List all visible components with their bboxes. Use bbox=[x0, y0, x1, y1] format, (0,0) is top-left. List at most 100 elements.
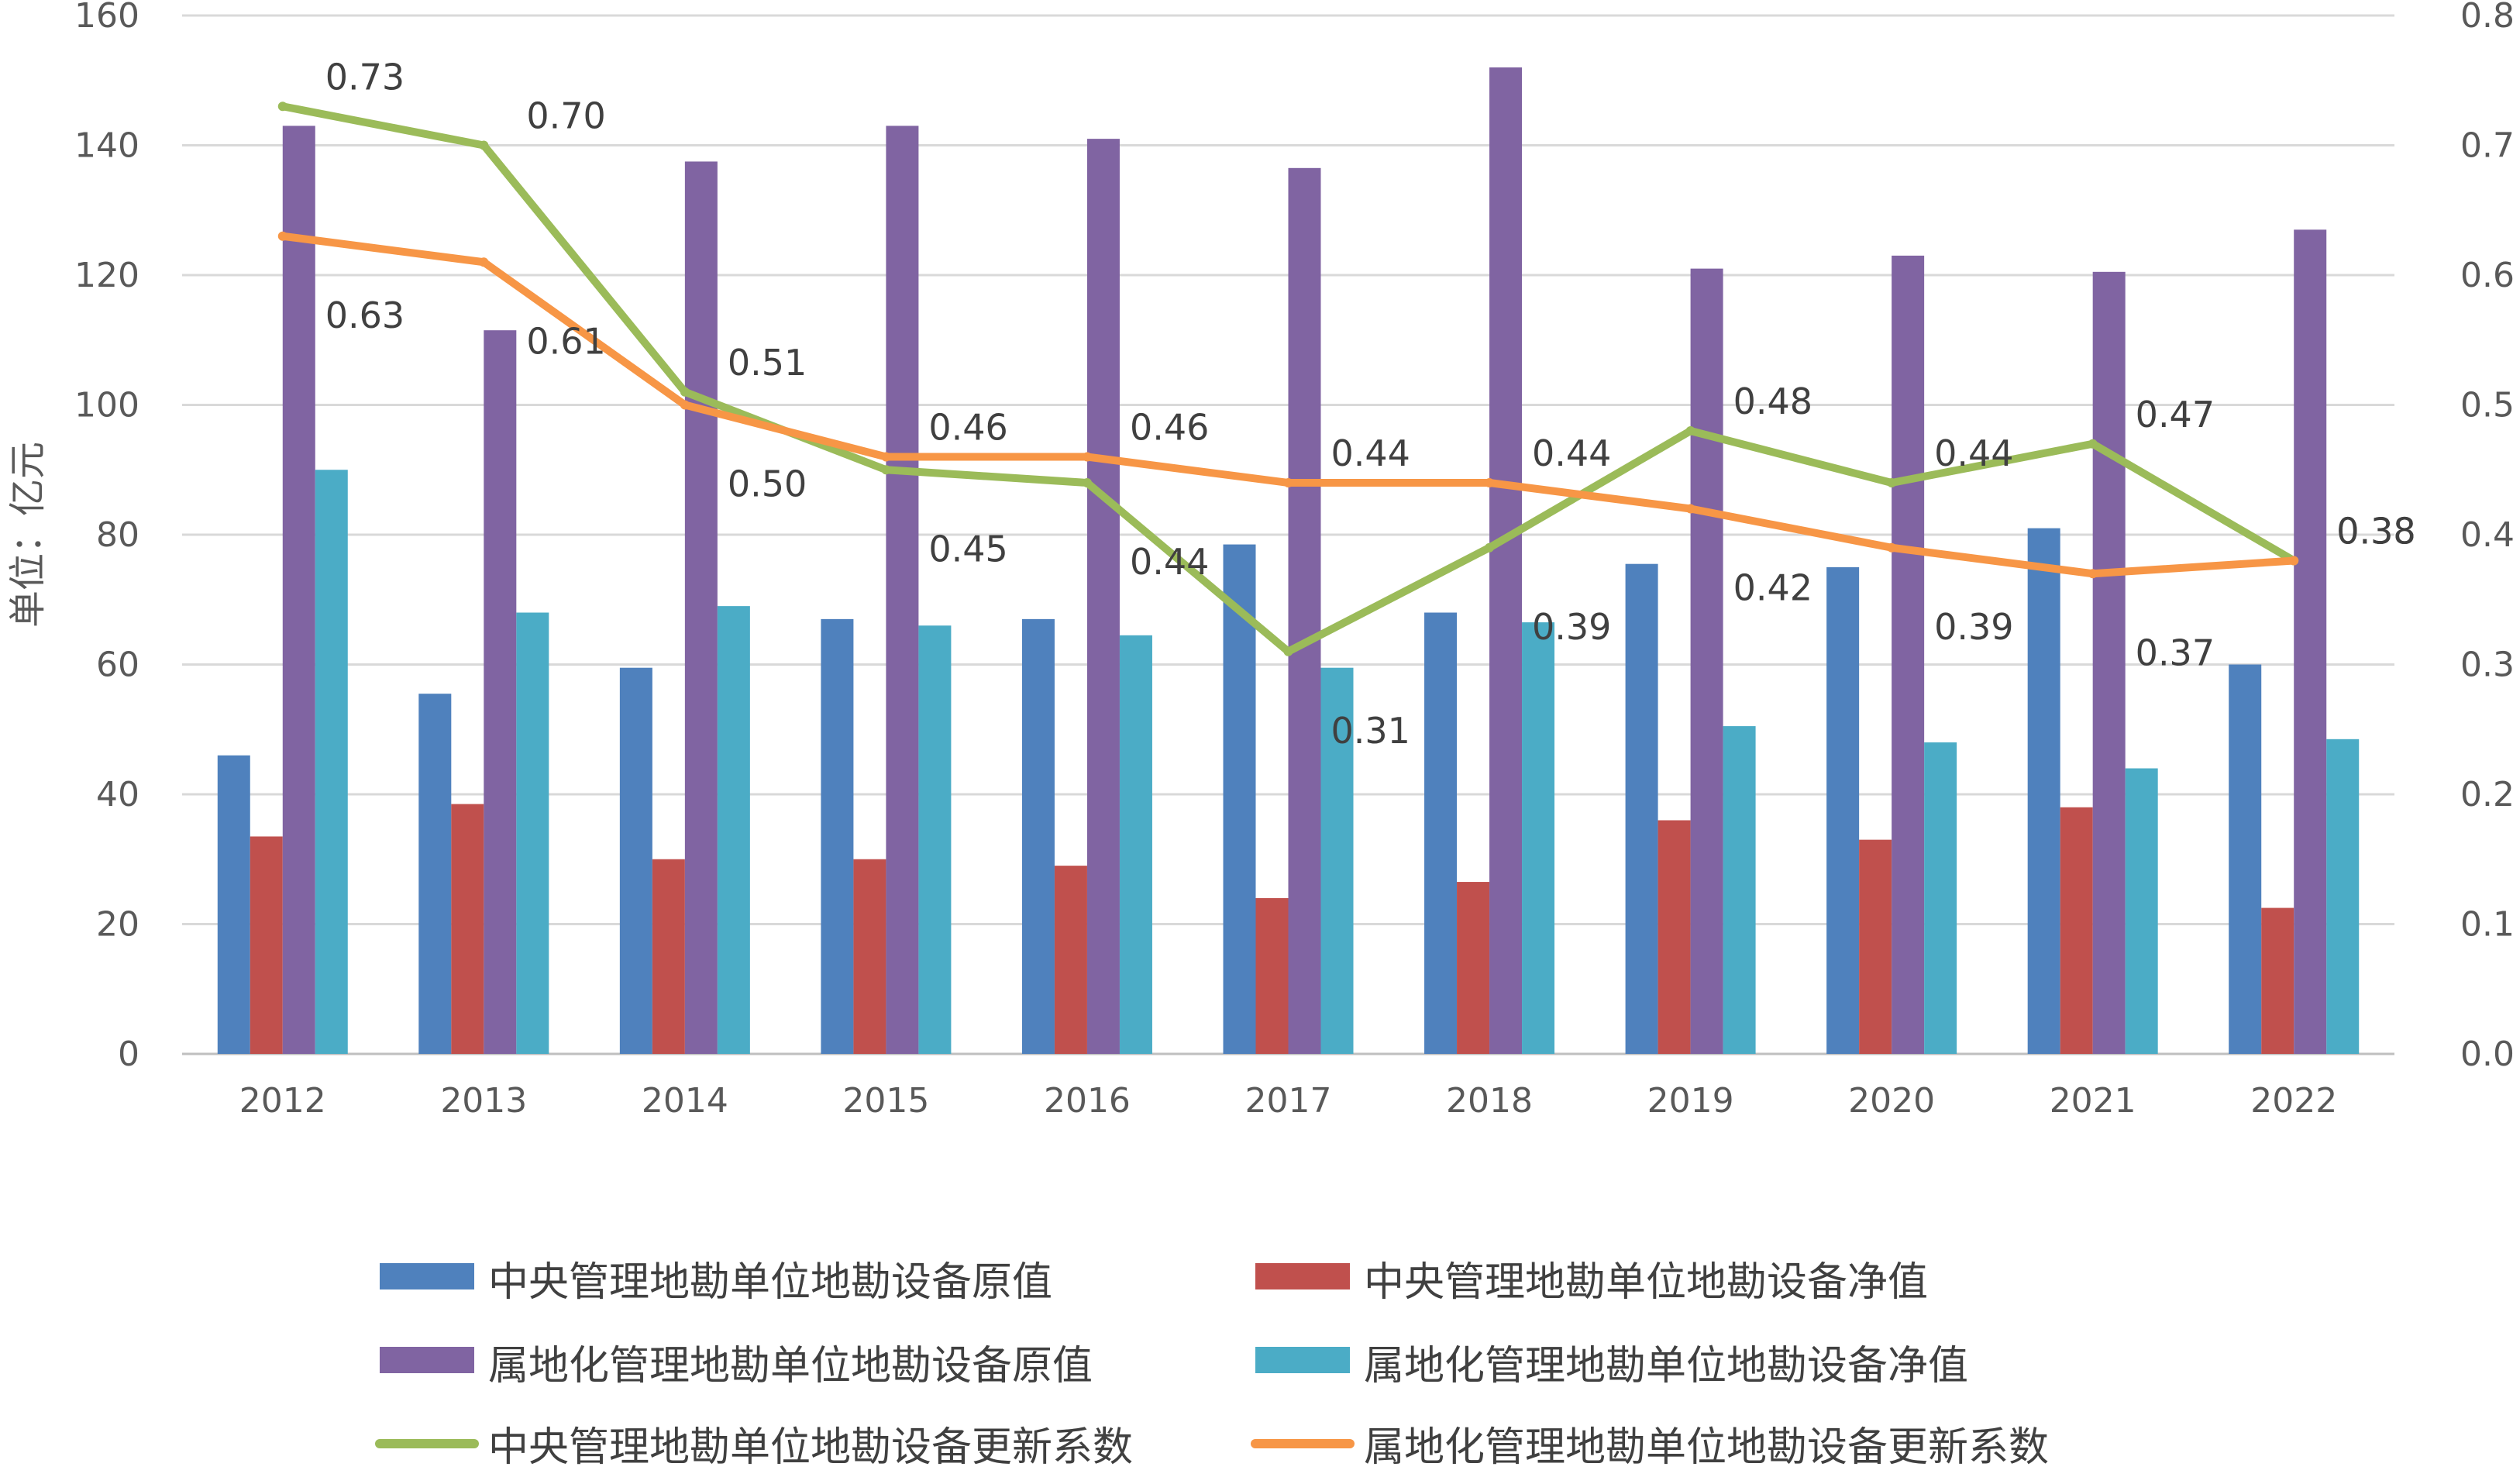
line-point bbox=[1082, 452, 1092, 462]
line-point bbox=[881, 465, 891, 475]
line-point bbox=[1685, 426, 1695, 436]
data-label: 0.46 bbox=[1130, 407, 1209, 449]
bar bbox=[918, 625, 952, 1054]
y-tick-label: 100 bbox=[74, 386, 139, 425]
y2-tick-label: 0.20 bbox=[2460, 775, 2513, 814]
bar bbox=[2229, 664, 2262, 1054]
line-point bbox=[1485, 542, 1495, 553]
bar bbox=[451, 804, 484, 1054]
line-point bbox=[1082, 478, 1092, 487]
x-tick-label: 2018 bbox=[1446, 1081, 1533, 1121]
bar bbox=[853, 859, 886, 1054]
data-label: 0.63 bbox=[325, 294, 404, 336]
line-point bbox=[2088, 439, 2098, 449]
bar bbox=[652, 859, 685, 1054]
legend-swatch bbox=[380, 1347, 474, 1373]
y-tick-label: 140 bbox=[74, 126, 139, 166]
y2-tick-label: 0.30 bbox=[2460, 646, 2513, 685]
bar bbox=[217, 755, 250, 1054]
bar bbox=[1522, 622, 1555, 1054]
data-labels: 0.73 0.70 0.51 0.45 0.44 0.31 0.39 0.48 0.44 0.47… bbox=[325, 56, 2416, 752]
data-label: 0.45 bbox=[928, 528, 1007, 570]
data-label: 0.70 bbox=[526, 95, 605, 137]
y2-tick-label: 0.60 bbox=[2460, 256, 2513, 295]
data-label: 0.31 bbox=[1331, 710, 1410, 752]
bar bbox=[886, 126, 919, 1054]
x-tick-label: 2020 bbox=[1848, 1081, 1935, 1121]
data-label: 0.44 bbox=[1532, 432, 1611, 474]
y-axis-label: 单位：亿元 bbox=[6, 442, 50, 628]
x-tick-label: 2016 bbox=[1044, 1081, 1131, 1121]
line-point bbox=[479, 140, 489, 150]
x-tick-label: 2021 bbox=[2050, 1081, 2136, 1121]
x-tick-label: 2017 bbox=[1245, 1081, 1332, 1121]
line-point bbox=[2088, 569, 2098, 579]
legend-swatch bbox=[380, 1263, 474, 1289]
line-point bbox=[1685, 504, 1695, 514]
bar bbox=[1255, 898, 1289, 1054]
legend-label: 中央管理地勘单位地勘设备净值 bbox=[1364, 1259, 1928, 1306]
line-point bbox=[1283, 646, 1293, 656]
line-point bbox=[1485, 478, 1495, 487]
y2-tick-label: 0.70 bbox=[2460, 126, 2513, 166]
bar bbox=[684, 161, 718, 1054]
bar bbox=[516, 612, 549, 1054]
bar bbox=[2027, 528, 2060, 1054]
y-tick-label: 40 bbox=[96, 775, 139, 814]
bar bbox=[1320, 667, 1354, 1054]
line-point bbox=[1283, 478, 1293, 487]
legend-label: 属地化管理地勘单位地勘设备净值 bbox=[1364, 1343, 1968, 1389]
y-tick-label: 80 bbox=[96, 515, 139, 555]
line-point bbox=[479, 257, 489, 267]
bar bbox=[1021, 618, 1055, 1054]
bar bbox=[619, 667, 652, 1054]
bar bbox=[1625, 563, 1658, 1054]
bar bbox=[418, 694, 452, 1054]
bar bbox=[717, 606, 750, 1054]
legend-label: 属地化管理地勘单位地勘设备更新系数 bbox=[1364, 1424, 2049, 1471]
bar bbox=[2060, 807, 2093, 1054]
data-label: 0.44 bbox=[1934, 432, 2013, 474]
x-tick-label: 2022 bbox=[2250, 1081, 2337, 1121]
data-label: 0.37 bbox=[2136, 632, 2215, 673]
bars bbox=[217, 67, 2360, 1054]
bar bbox=[484, 330, 517, 1054]
bar bbox=[1489, 67, 1523, 1054]
bar bbox=[315, 470, 348, 1054]
legend-label: 属地化管理地勘单位地勘设备原值 bbox=[488, 1343, 1093, 1389]
x-tick-label: 2014 bbox=[642, 1081, 728, 1121]
bar bbox=[2125, 768, 2158, 1054]
legend-swatch bbox=[1255, 1263, 1350, 1289]
line-point bbox=[680, 400, 690, 410]
axes: 0 0.00 20 0.10 40 0.20 60 0.30 80 0.40 100 0.50 120 0… bbox=[6, 0, 2513, 1121]
data-label: 0.38 bbox=[2336, 511, 2415, 553]
data-label: 0.47 bbox=[2136, 394, 2215, 436]
bar bbox=[1119, 635, 1152, 1054]
bar bbox=[1826, 566, 1860, 1054]
line-point bbox=[1887, 478, 1897, 487]
bar bbox=[1223, 544, 1256, 1054]
x-tick-label: 2013 bbox=[440, 1081, 527, 1121]
y2-tick-label: 0.80 bbox=[2460, 0, 2513, 36]
legend-label: 中央管理地勘单位地勘设备更新系数 bbox=[488, 1424, 1133, 1471]
y2-tick-label: 0.50 bbox=[2460, 386, 2513, 425]
lines bbox=[277, 102, 2299, 656]
x-tick-label: 2012 bbox=[239, 1081, 326, 1121]
legend-label: 中央管理地勘单位地勘设备原值 bbox=[488, 1259, 1052, 1306]
bar bbox=[2326, 739, 2360, 1054]
bar bbox=[1658, 820, 1691, 1054]
bar bbox=[1892, 255, 1925, 1054]
y2-tick-label: 0.40 bbox=[2460, 515, 2513, 555]
data-label: 0.42 bbox=[1733, 567, 1812, 609]
bar bbox=[2294, 229, 2327, 1054]
bar bbox=[1054, 866, 1087, 1054]
data-label: 0.44 bbox=[1331, 432, 1410, 474]
y2-tick-label: 0.00 bbox=[2460, 1035, 2513, 1074]
y-tick-label: 20 bbox=[96, 905, 139, 945]
bar bbox=[1424, 612, 1458, 1054]
bar bbox=[2092, 271, 2126, 1054]
data-label: 0.48 bbox=[1733, 380, 1812, 422]
legend-swatch bbox=[1255, 1347, 1350, 1373]
